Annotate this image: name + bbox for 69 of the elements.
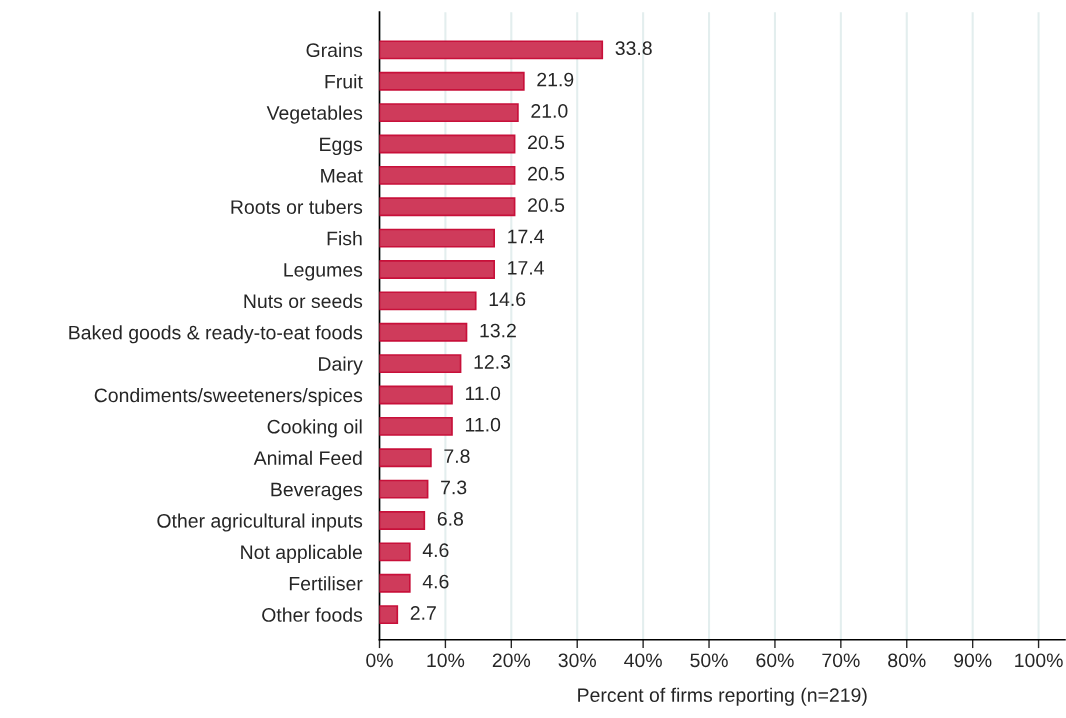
bar — [379, 322, 468, 342]
y-tick-label: Vegetables — [266, 105, 363, 124]
y-tick-label: Fertiliser — [289, 576, 363, 591]
bar — [379, 605, 399, 625]
bar — [379, 542, 411, 562]
bar — [379, 103, 519, 123]
data-label: 20.5 — [528, 198, 565, 212]
data-label: 14.6 — [489, 292, 526, 307]
x-tick-label: 0% — [366, 653, 393, 668]
data-label: 17.4 — [508, 261, 544, 275]
x-tick-label: 10% — [427, 653, 465, 668]
bar — [379, 354, 462, 374]
bar — [379, 479, 429, 499]
y-tick-label: Not applicable — [241, 544, 362, 563]
data-label: 6.8 — [437, 511, 463, 526]
x-tick-label: 50% — [690, 653, 728, 668]
y-tick-label: Animal Feed — [253, 450, 362, 465]
data-label: 7.8 — [444, 449, 470, 463]
bar — [379, 573, 411, 593]
data-label: 12.3 — [474, 355, 511, 369]
bar — [379, 40, 604, 60]
y-tick-label: Fish — [327, 231, 362, 246]
y-tick-label: Legumes — [284, 263, 363, 281]
data-label: 11.0 — [465, 386, 501, 401]
y-tick-label: Beverages — [271, 482, 363, 501]
bar — [379, 260, 496, 279]
y-tick-label: Condiments/sweeteners/spices — [94, 387, 363, 407]
data-label: 7.3 — [441, 480, 467, 495]
x-tick-label: 100% — [1015, 653, 1063, 668]
x-tick-label: 30% — [558, 653, 596, 668]
y-tick-label: Other agricultural inputs — [157, 513, 363, 532]
y-tick-label: Fruit — [325, 74, 363, 89]
bar — [379, 71, 525, 91]
x-tick-label: 90% — [954, 653, 992, 668]
data-label: 20.5 — [528, 135, 565, 150]
bar — [379, 197, 516, 217]
data-label: 2.7 — [410, 606, 436, 620]
x-tick-label: 20% — [492, 653, 531, 668]
x-tick-label: 60% — [756, 653, 794, 668]
y-tick-label: Other foods — [262, 607, 363, 622]
x-tick-label: 70% — [822, 653, 860, 668]
data-label: 21.0 — [531, 104, 568, 118]
data-label: 4.6 — [422, 543, 449, 558]
data-label: 20.5 — [528, 166, 565, 181]
y-tick-label: Nuts or seeds — [244, 293, 363, 309]
x-axis-title: Percent of firms reporting (n=219) — [578, 687, 867, 706]
y-tick-label: Baked goods & ready-to-eat foods — [69, 325, 363, 344]
bar — [379, 416, 453, 436]
data-label: 4.6 — [422, 574, 449, 589]
bar — [379, 228, 496, 248]
bar — [379, 291, 477, 311]
y-tick-label: Cooking oil — [267, 419, 362, 438]
data-label: 33.8 — [615, 41, 652, 56]
y-tick-label: Grains — [306, 42, 363, 58]
data-label: 11.0 — [465, 417, 501, 432]
x-tick-label: 40% — [624, 653, 662, 668]
bar — [379, 385, 453, 405]
y-tick-label: Eggs — [320, 137, 363, 156]
y-tick-label: Meat — [321, 169, 363, 183]
data-label: 13.2 — [480, 323, 516, 338]
bar — [379, 165, 516, 185]
bar — [379, 448, 432, 468]
y-tick-label: Roots or tubers — [231, 199, 363, 214]
y-tick-label: Dairy — [319, 356, 363, 375]
bar — [379, 511, 426, 530]
data-label: 21.9 — [537, 72, 574, 87]
data-label: 17.4 — [508, 229, 544, 244]
bar — [379, 134, 516, 154]
x-tick-label: 80% — [888, 653, 926, 668]
